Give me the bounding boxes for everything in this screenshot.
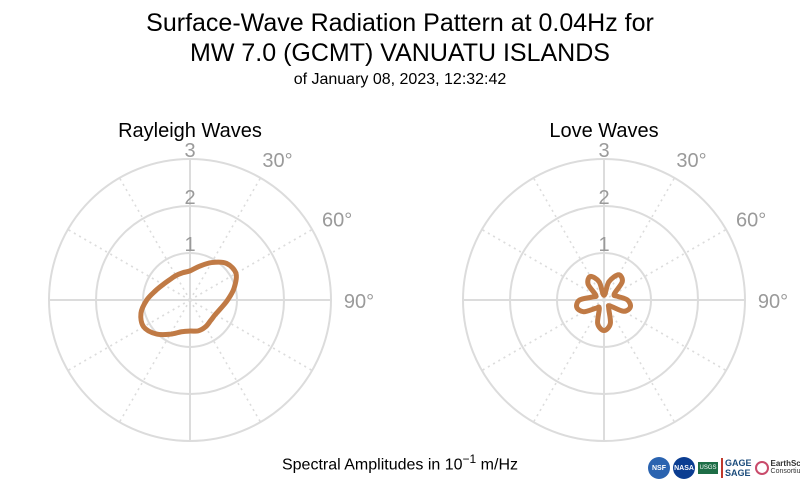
- consortium-text: Consortium: [770, 468, 800, 475]
- nsf-logo: NSF: [648, 457, 670, 479]
- angle-tick-label: 60°: [322, 210, 352, 232]
- grid-spoke: [532, 299, 605, 423]
- gage-text: GAGE: [725, 458, 752, 468]
- grid-spoke: [189, 177, 262, 301]
- grid-spoke: [603, 177, 676, 301]
- earthscope-text: EarthScope: [770, 459, 800, 468]
- grid-ring: [95, 205, 285, 395]
- grid-spoke: [67, 228, 191, 301]
- panel-title: Rayleigh Waves: [118, 120, 262, 142]
- polar-chart-rayleigh: 1 2 3 30° 60° 90° Rayleigh Waves: [48, 120, 374, 442]
- radial-tick-label: 1: [184, 234, 195, 256]
- angle-tick-label: 90°: [758, 291, 788, 313]
- angle-tick-label: 30°: [262, 150, 292, 172]
- grid-spoke: [189, 299, 262, 423]
- grid-spoke: [118, 299, 191, 423]
- grid-ring: [48, 158, 332, 442]
- grid-ring: [556, 252, 652, 348]
- grid-spoke: [603, 228, 727, 301]
- earthscope-mark-icon: [754, 461, 769, 475]
- sage-text: SAGE: [725, 468, 751, 478]
- polar-chart-love: 1 2 3 30° 60° 90° Love Waves: [462, 120, 788, 442]
- angle-tick-label: 90°: [344, 291, 374, 313]
- radiation-pattern-curve: [138, 259, 239, 338]
- chart-title-line-1: Surface-Wave Radiation Pattern at 0.04Hz…: [146, 9, 654, 37]
- sponsor-logos: NSF NASA USGS GAGE SAGE EarthScope Conso…: [648, 450, 800, 486]
- units-prefix: Spectral Amplitudes in: [281, 456, 445, 474]
- radial-tick-label: 3: [598, 140, 609, 162]
- grid-spoke: [481, 228, 605, 301]
- units-exponent: −1: [462, 452, 477, 466]
- radial-tick-label: 2: [184, 187, 195, 209]
- angle-tick-label: 30°: [676, 150, 706, 172]
- title-block: Surface-Wave Radiation Pattern at 0.04Hz…: [0, 8, 800, 90]
- amplitude-units-label: Spectral Amplitudes in 10−1 m/Hz: [0, 452, 800, 474]
- chart-subtitle: of January 08, 2023, 12:32:42: [293, 71, 507, 88]
- gage-sage-logo: GAGE SAGE: [721, 458, 752, 478]
- panel-title: Love Waves: [549, 120, 658, 142]
- grid-spoke: [532, 177, 605, 301]
- chart-title-line-2: MW 7.0 (GCMT) VANUATU ISLANDS: [190, 39, 610, 67]
- grid-ring: [509, 205, 699, 395]
- radial-tick-label: 3: [184, 140, 195, 162]
- grid-spoke: [603, 299, 676, 423]
- grid-spoke: [189, 299, 313, 372]
- grid-ring: [462, 158, 746, 442]
- grid-ring: [142, 252, 238, 348]
- nasa-logo: NASA: [673, 457, 695, 479]
- units-suffix: m/Hz: [476, 456, 518, 474]
- radial-tick-label: 2: [598, 187, 609, 209]
- radiation-pattern-curve: [574, 272, 633, 334]
- angle-tick-label: 60°: [736, 210, 766, 232]
- grid-spoke: [118, 177, 191, 301]
- earthscope-logo: EarthScope Consortium: [754, 459, 800, 476]
- usgs-logo: USGS: [698, 462, 718, 474]
- units-base: 10: [444, 456, 463, 474]
- radial-tick-label: 1: [598, 234, 609, 256]
